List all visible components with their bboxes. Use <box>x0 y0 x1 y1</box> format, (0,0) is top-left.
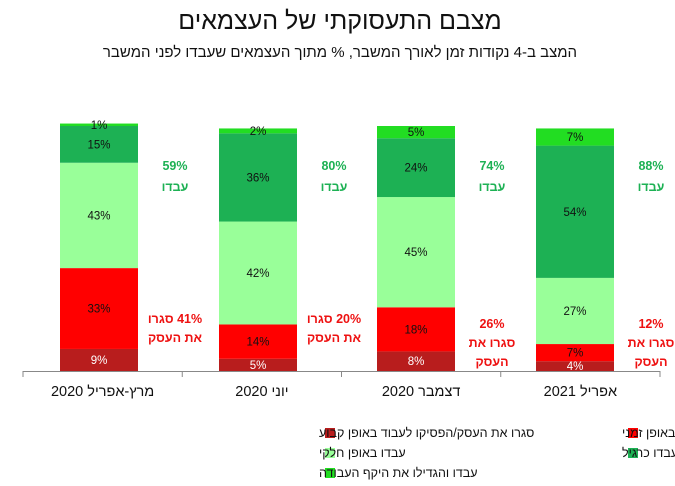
worked-label-annotation: עבדו <box>638 180 665 194</box>
bar-segment <box>536 277 614 345</box>
data-label: 7% <box>567 348 584 360</box>
legend-label: סגרו את העסק/הפסיקו לעבוד באופן קבוע <box>319 426 534 440</box>
bar-segment <box>377 126 455 139</box>
category-label: אפריל 2021 <box>544 383 617 400</box>
category-label: יוני 2020 <box>235 384 288 400</box>
legend-swatch <box>628 448 638 458</box>
bar-segment <box>219 128 297 134</box>
legend-swatch <box>325 468 335 478</box>
bar-segment <box>60 123 138 126</box>
data-label: 54% <box>563 207 586 219</box>
data-label: 45% <box>404 247 427 259</box>
bar-segment <box>377 138 455 198</box>
data-label: 2% <box>250 126 267 138</box>
worked-percent-annotation: 80% <box>321 159 346 173</box>
category-label: דצמבר 2020 <box>382 384 461 400</box>
closed-annotation-line: את העסק <box>148 331 203 345</box>
bar-segment <box>219 133 297 222</box>
data-label: 27% <box>563 306 586 318</box>
worked-label-annotation: עבדו <box>479 180 506 194</box>
bar-segment <box>377 351 455 371</box>
data-label: 24% <box>404 163 427 175</box>
data-label: 18% <box>404 324 427 336</box>
bar-segment <box>536 361 614 371</box>
data-label: 4% <box>567 361 584 373</box>
bar-segment <box>60 348 138 371</box>
legend-label: סגרו את העסק/הפסיקו לעבוד באופן זמני <box>622 426 675 440</box>
bar-segment <box>60 268 138 349</box>
worked-percent-annotation: 74% <box>479 159 504 173</box>
data-label: 33% <box>87 304 110 316</box>
closed-annotation-line: 12% <box>638 317 663 331</box>
data-label: 42% <box>246 268 269 280</box>
bar-segment <box>219 358 297 371</box>
bar-segment <box>377 197 455 308</box>
category-label: מרץ-אפריל 2020 <box>51 383 154 400</box>
legend-label: עבדו באופן חלקי <box>319 446 406 460</box>
data-label: 43% <box>87 210 110 222</box>
closed-annotation-line: 20% סגרו <box>307 312 361 326</box>
chart-title: מצבם התעסוקתי של העצמאים <box>178 7 501 35</box>
legend-swatch <box>628 428 638 438</box>
data-label: 8% <box>408 356 425 368</box>
bar-segment <box>377 307 455 352</box>
closed-annotation-line: העסק <box>634 355 667 369</box>
bar-segment <box>536 145 614 278</box>
closed-annotation-line: 26% <box>479 317 504 331</box>
plot-area: 9% 33% 43% 15% 1% מרץ-אפריל 2020 59% עבדו 41% סג… <box>22 120 675 400</box>
worked-percent-annotation: 88% <box>638 159 663 173</box>
data-label: 5% <box>250 360 267 372</box>
legend: סגרו את העסק/הפסיקו לעבוד באופן קבוע סגרו… <box>319 426 675 480</box>
data-label: 7% <box>567 132 584 144</box>
legend-label: עבדו והגדילו את היקף העבודה <box>319 466 478 480</box>
closed-annotation-line: 41% סגרו <box>148 312 202 326</box>
chart-subtitle: המצב ב-4 נקודות זמן לאורך המשבר, % מתוך … <box>103 44 577 61</box>
data-label: 15% <box>87 139 110 151</box>
bar-segment <box>536 344 614 362</box>
legend-swatch <box>325 448 335 458</box>
data-label: 1% <box>91 120 108 132</box>
closed-annotation-line: את העסק <box>307 331 362 345</box>
bar-segment <box>60 126 138 163</box>
legend-label: עבדו כרגיל <box>622 446 675 460</box>
worked-label-annotation: עבדו <box>162 180 189 194</box>
data-label: 5% <box>408 127 425 139</box>
bar-segment <box>219 324 297 359</box>
worked-label-annotation: עבדו <box>321 180 348 194</box>
bar-segment <box>219 221 297 325</box>
worked-percent-annotation: 59% <box>162 159 187 173</box>
closed-annotation-line: סגרו את <box>628 336 675 350</box>
data-label: 14% <box>246 337 269 349</box>
closed-annotation-line: העסק <box>475 355 508 369</box>
closed-annotation-line: סגרו את <box>469 336 516 350</box>
data-label: 36% <box>246 172 269 184</box>
bar-segment <box>536 128 614 146</box>
legend-swatch <box>325 428 335 438</box>
data-label: 9% <box>91 355 108 367</box>
bar-segment <box>60 162 138 269</box>
